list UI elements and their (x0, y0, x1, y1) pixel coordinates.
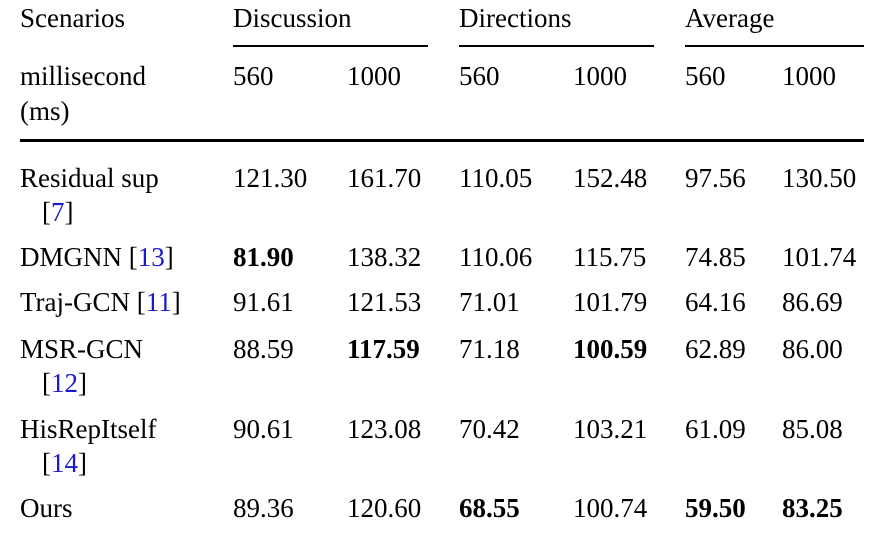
row-method-ref: [12] (42, 368, 87, 398)
row-value: 97.56 (685, 163, 746, 193)
row-method-ref: [7] (42, 197, 74, 227)
row-method: HisRepItself (20, 414, 157, 444)
row-value: 86.69 (782, 287, 843, 317)
row-value: 70.42 (459, 414, 520, 444)
header-rule (20, 139, 864, 142)
header-group-discussion: Discussion (233, 3, 352, 33)
row-value-best: 117.59 (347, 334, 420, 364)
row-value: 91.61 (233, 287, 294, 317)
subcol-directions-1000: 1000 (573, 61, 627, 91)
row-value: 130.50 (782, 163, 857, 193)
header-unit-line1: millisecond (20, 61, 146, 91)
row-method-name: Traj-GCN (20, 287, 131, 317)
row-value: 88.59 (233, 334, 294, 364)
row-value: 85.08 (782, 414, 843, 444)
row-method: Residual sup (20, 163, 159, 193)
row-value: 64.16 (685, 287, 746, 317)
row-value: 152.48 (573, 163, 648, 193)
row-value: 115.75 (573, 242, 647, 272)
row-method: MSR-GCN (20, 334, 144, 364)
header-scenarios: Scenarios (20, 3, 125, 33)
row-value: 110.06 (459, 242, 533, 272)
subcol-average-1000: 1000 (782, 61, 836, 91)
row-value: 121.30 (233, 163, 308, 193)
group-rule-discussion (233, 45, 428, 47)
citation-link[interactable]: 11 (145, 287, 172, 317)
subcol-discussion-1000: 1000 (347, 61, 401, 91)
header-unit-line2: (ms) (20, 96, 70, 126)
citation-link[interactable]: 14 (51, 448, 78, 478)
row-value: 161.70 (347, 163, 422, 193)
row-value: 71.01 (459, 287, 520, 317)
header-group-directions: Directions (459, 3, 572, 33)
subcol-average-560: 560 (685, 61, 726, 91)
row-value: 89.36 (233, 493, 294, 523)
row-method: Traj-GCN [11] (20, 287, 181, 317)
row-value: 74.85 (685, 242, 746, 272)
row-value: 86.00 (782, 334, 843, 364)
row-value-best: 68.55 (459, 493, 520, 523)
row-method-name: DMGNN (20, 242, 123, 272)
citation-link[interactable]: 7 (51, 197, 65, 227)
row-value: 101.79 (573, 287, 648, 317)
row-value: 90.61 (233, 414, 294, 444)
row-value: 138.32 (347, 242, 422, 272)
row-value-best: 100.59 (573, 334, 648, 364)
row-method: Ours (20, 493, 73, 523)
row-value: 101.74 (782, 242, 857, 272)
header-group-average: Average (685, 3, 775, 33)
row-value: 121.53 (347, 287, 422, 317)
row-value: 61.09 (685, 414, 746, 444)
row-value: 110.05 (459, 163, 533, 193)
subcol-directions-560: 560 (459, 61, 500, 91)
row-value: 103.21 (573, 414, 648, 444)
row-value: 100.74 (573, 493, 648, 523)
row-value-best: 59.50 (685, 493, 746, 523)
citation-link[interactable]: 12 (51, 368, 78, 398)
row-value: 123.08 (347, 414, 422, 444)
row-value-best: 83.25 (782, 493, 843, 523)
row-value-best: 81.90 (233, 242, 294, 272)
group-rule-directions (459, 45, 654, 47)
row-value: 120.60 (347, 493, 422, 523)
citation-link[interactable]: 13 (137, 242, 165, 272)
row-method: DMGNN [13] (20, 242, 174, 272)
subcol-discussion-560: 560 (233, 61, 274, 91)
row-method-ref: [14] (42, 448, 87, 478)
group-rule-average (685, 45, 864, 47)
row-value: 71.18 (459, 334, 520, 364)
row-value: 62.89 (685, 334, 746, 364)
